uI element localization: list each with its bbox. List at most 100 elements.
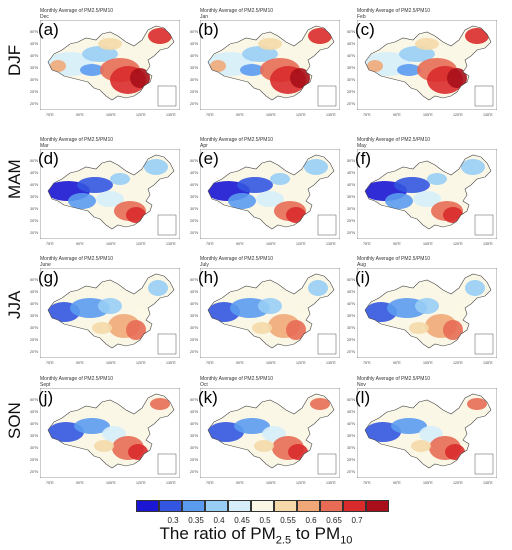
- lat-tick-label: 25°N: [190, 338, 199, 342]
- colorbar-strip: [136, 500, 389, 512]
- colorbar-tick-label: 0.65: [326, 516, 342, 525]
- colorbar-cell: [343, 500, 366, 512]
- lat-tick-label: 35°N: [30, 434, 39, 438]
- lat-tick-label: 35°N: [347, 434, 356, 438]
- ratio-patch: [77, 177, 113, 193]
- ratio-patch: [254, 440, 274, 452]
- south-china-sea-inset: [157, 333, 177, 355]
- lat-tick-label: 45°N: [347, 290, 356, 294]
- lat-tick-label: 50°N: [347, 159, 356, 163]
- lon-tick-label: 90°E: [393, 242, 401, 246]
- ratio-patch: [110, 173, 130, 185]
- lon-tick-label: 135°E: [483, 242, 493, 246]
- colorbar-cell: [205, 500, 228, 512]
- ratio-patch: [98, 38, 122, 50]
- lat-tick-label: 30°N: [347, 446, 356, 450]
- colorbar-cell: [182, 500, 205, 512]
- panel-month: Sept: [40, 382, 51, 388]
- lat-tick-label: 45°N: [30, 42, 39, 46]
- china-border: [207, 25, 335, 101]
- panel-letter: (j): [38, 388, 54, 407]
- map-panel: Monthly Average of PM2.5/PM10 Feb (c) 50°N 4…: [347, 6, 497, 120]
- ratio-patch: [447, 68, 467, 88]
- lat-tick-label: 45°N: [347, 42, 356, 46]
- panel-month: Nov: [357, 382, 366, 388]
- lat-tick-label: 45°N: [30, 290, 39, 294]
- south-china-sea-inset: [157, 214, 177, 236]
- ratio-patch: [286, 207, 306, 223]
- ratio-patch: [394, 177, 430, 193]
- lon-tick-label: 105°E: [423, 242, 433, 246]
- ratio-field: [208, 26, 334, 100]
- lon-tick-label: 75°E: [206, 361, 214, 365]
- lat-tick-label: 50°N: [347, 30, 356, 34]
- lat-tick-label: 50°N: [190, 278, 199, 282]
- lon-tick-label: 75°E: [206, 113, 214, 117]
- lon-tick-label: 90°E: [236, 113, 244, 117]
- lon-tick-label: 120°E: [296, 361, 306, 365]
- lat-tick-label: 30°N: [30, 446, 39, 450]
- ratio-patch: [399, 46, 435, 62]
- lon-tick-label: 120°E: [296, 481, 306, 485]
- ratio-patch: [80, 64, 104, 76]
- ratio-patch: [258, 298, 282, 314]
- lon-tick-label: 105°E: [106, 361, 116, 365]
- season-label-son: SON: [5, 402, 24, 439]
- china-map: [40, 268, 180, 358]
- china-border: [47, 154, 175, 230]
- map-panel: Monthly Average of PM2.5/PM10 Mar (d) 50°N 4…: [30, 135, 180, 249]
- map-panel: Monthly Average of PM2.5/PM10 Aug (i) 50°N 4…: [347, 254, 497, 368]
- panel-title: Monthly Average of PM2.5/PM10: [40, 376, 114, 382]
- lat-tick-label: 45°N: [30, 171, 39, 175]
- lat-tick-label: 50°N: [30, 159, 39, 163]
- lat-tick-label: 35°N: [30, 66, 39, 70]
- lat-tick-label: 40°N: [190, 183, 199, 187]
- panel-letter: (h): [198, 268, 219, 287]
- panel-title: Monthly Average of PM2.5/PM10: [200, 256, 274, 262]
- ratio-patch: [461, 159, 485, 175]
- lat-tick-label: 45°N: [347, 171, 356, 175]
- panel-title: Monthly Average of PM2.5/PM10: [357, 256, 431, 262]
- panel-title: Monthly Average of PM2.5/PM10: [200, 8, 274, 14]
- ratio-patch: [234, 418, 270, 434]
- china-border: [364, 154, 492, 230]
- map-panel: Monthly Average of PM2.5/PM10 Sept (j) 50°N…: [30, 374, 180, 488]
- lat-tick-label: 50°N: [190, 30, 199, 34]
- lat-tick-label: 30°N: [347, 78, 356, 82]
- lat-tick-label: 35°N: [190, 195, 199, 199]
- ratio-patch: [308, 280, 328, 296]
- lon-tick-label: 90°E: [236, 242, 244, 246]
- china-border: [47, 25, 175, 101]
- china-map: [357, 268, 497, 358]
- lon-tick-label: 120°E: [453, 113, 463, 117]
- ratio-patch: [126, 207, 146, 223]
- panel-title: Monthly Average of PM2.5/PM10: [40, 256, 114, 262]
- lat-tick-label: 35°N: [30, 314, 39, 318]
- colorbar-cell: [228, 500, 251, 512]
- colorbar-label: The ratio of PM2.5 to PM10: [159, 524, 353, 547]
- ratio-patch: [98, 298, 122, 314]
- lat-tick-label: 40°N: [30, 54, 39, 58]
- south-china-sea-inset: [317, 85, 337, 107]
- lon-tick-label: 135°E: [166, 361, 176, 365]
- ratio-patch: [242, 46, 278, 62]
- lon-tick-label: 105°E: [266, 361, 276, 365]
- panel-letter: (k): [198, 388, 218, 407]
- lat-tick-label: 25°N: [347, 338, 356, 342]
- season-label-djf: DJF: [5, 44, 24, 76]
- lat-tick-label: 50°N: [190, 159, 199, 163]
- china-map: [200, 20, 340, 110]
- lat-tick-label: 20°N: [30, 470, 39, 474]
- ratio-patch: [310, 398, 330, 410]
- china-map: [200, 268, 340, 358]
- lat-tick-label: 45°N: [190, 290, 199, 294]
- lat-tick-label: 20°N: [347, 231, 356, 235]
- south-china-sea-inset: [317, 453, 337, 475]
- lon-tick-label: 75°E: [46, 481, 54, 485]
- ratio-patch: [256, 191, 284, 207]
- lon-tick-label: 75°E: [46, 113, 54, 117]
- panel-title: Monthly Average of PM2.5/PM10: [40, 137, 114, 143]
- lat-tick-label: 50°N: [30, 30, 39, 34]
- lon-tick-label: 135°E: [326, 361, 336, 365]
- lat-tick-label: 25°N: [30, 338, 39, 342]
